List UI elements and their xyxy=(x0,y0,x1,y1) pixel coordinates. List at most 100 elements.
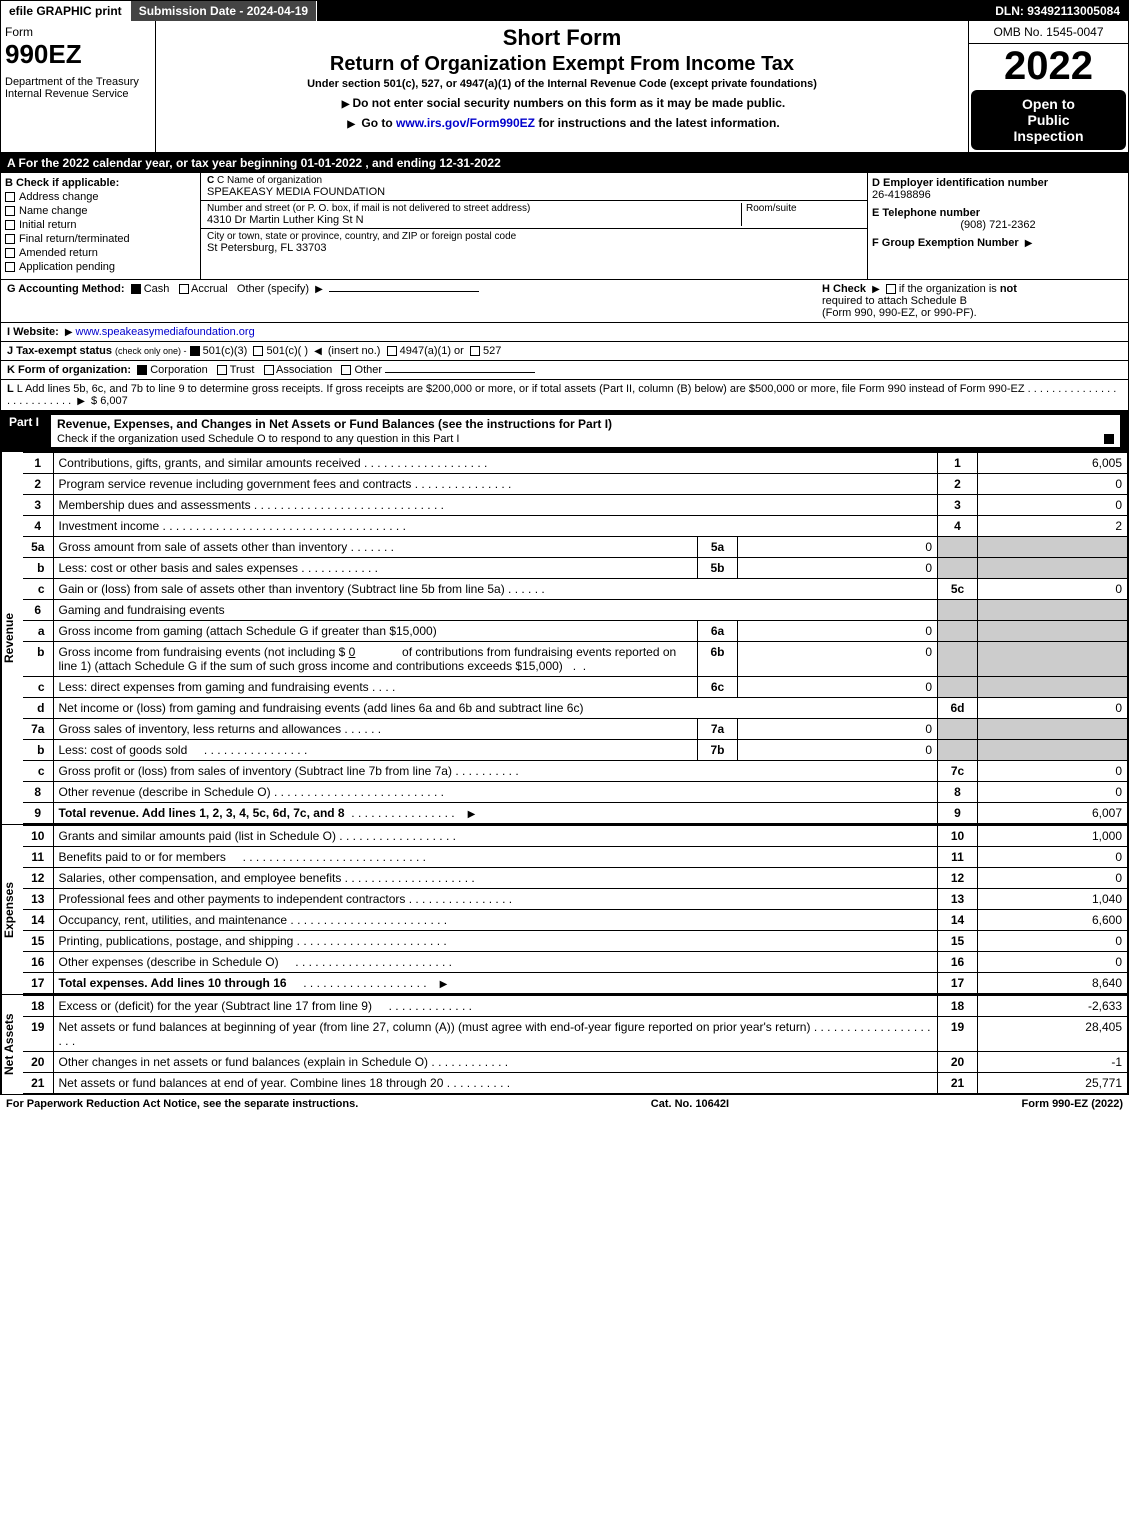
check-4947-icon xyxy=(387,346,397,356)
col-d: D Employer identification number 26-4198… xyxy=(868,173,1128,279)
line-14-value: 6,600 xyxy=(978,910,1128,931)
header-center: Short Form Return of Organization Exempt… xyxy=(156,21,968,152)
form-id-box: Form 990EZ Department of the Treasury In… xyxy=(1,21,156,152)
line-6b-value: 0 xyxy=(738,642,938,677)
check-pending[interactable]: Application pending xyxy=(5,261,196,273)
expenses-table: Expenses 10Grants and similar amounts pa… xyxy=(1,824,1128,994)
check-corp-icon xyxy=(137,365,147,375)
line-4-value: 2 xyxy=(978,516,1128,537)
info-block: B Check if applicable: Address change Na… xyxy=(1,173,1128,280)
side-expenses: Expenses xyxy=(1,825,23,994)
col-b: B Check if applicable: Address change Na… xyxy=(1,173,201,279)
ein-label: D Employer identification number xyxy=(872,177,1124,189)
check-501c-icon xyxy=(253,346,263,356)
row-h: H Check if the organization is not requi… xyxy=(822,283,1122,319)
header: Form 990EZ Department of the Treasury In… xyxy=(1,21,1128,153)
line-15-value: 0 xyxy=(978,931,1128,952)
footer-cat: Cat. No. 10642I xyxy=(651,1098,729,1110)
check-h-icon[interactable] xyxy=(886,284,896,294)
gross-receipts: $ 6,007 xyxy=(91,395,128,407)
org-address: 4310 Dr Martin Luther King St N xyxy=(207,214,741,226)
line-7b-value: 0 xyxy=(738,740,938,761)
line-5b-value: 0 xyxy=(738,558,938,579)
efile-label[interactable]: efile GRAPHIC print xyxy=(1,1,131,21)
check-final-return[interactable]: Final return/terminated xyxy=(5,233,196,245)
tel-label: E Telephone number xyxy=(872,207,1124,219)
col-b-header: B Check if applicable: xyxy=(5,177,196,189)
line-13-value: 1,040 xyxy=(978,889,1128,910)
row-l: L L Add lines 5b, 6c, and 7b to line 9 t… xyxy=(1,380,1128,411)
irs-link[interactable]: www.irs.gov/Form990EZ xyxy=(396,116,535,130)
line-20-value: -1 xyxy=(978,1052,1128,1073)
line-6c-value: 0 xyxy=(738,677,938,698)
line-7a-value: 0 xyxy=(738,719,938,740)
line-16-value: 0 xyxy=(978,952,1128,973)
page-footer: For Paperwork Reduction Act Notice, see … xyxy=(0,1095,1129,1113)
row-g: G Accounting Method: Cash Accrual Other … xyxy=(7,283,822,319)
tel-value: (908) 721-2362 xyxy=(872,219,1124,231)
ein-value: 26-4198896 xyxy=(872,189,1124,201)
addr-label: Number and street (or P. O. box, if mail… xyxy=(207,203,741,214)
check-501c3-icon xyxy=(190,346,200,356)
line-6a-value: 0 xyxy=(738,621,938,642)
revenue-table: Revenue 1Contributions, gifts, grants, a… xyxy=(1,451,1128,824)
section-a: A For the 2022 calendar year, or tax yea… xyxy=(1,153,1128,173)
dept-line-2: Internal Revenue Service xyxy=(5,88,151,100)
line-18-value: -2,633 xyxy=(978,996,1128,1017)
check-other-icon xyxy=(341,365,351,375)
line-6d-value: 0 xyxy=(978,698,1128,719)
note-link: Go to www.irs.gov/Form990EZ for instruct… xyxy=(164,116,960,130)
line-7c-value: 0 xyxy=(978,761,1128,782)
check-assoc-icon xyxy=(264,365,274,375)
form-word: Form xyxy=(5,25,151,39)
form-number: 990EZ xyxy=(5,39,151,70)
side-net-assets: Net Assets xyxy=(1,995,23,1094)
note-ssn: Do not enter social security numbers on … xyxy=(164,96,960,110)
line-2-value: 0 xyxy=(978,474,1128,495)
net-assets-table: Net Assets 18Excess or (deficit) for the… xyxy=(1,994,1128,1094)
row-k: K Form of organization: Corporation Trus… xyxy=(1,361,1128,380)
check-trust-icon xyxy=(217,365,227,375)
form-container: efile GRAPHIC print Submission Date - 20… xyxy=(0,0,1129,1095)
subtitle: Under section 501(c), 527, or 4947(a)(1)… xyxy=(164,78,960,90)
line-17-value: 8,640 xyxy=(978,973,1128,994)
col-c: C C Name of organization SPEAKEASY MEDIA… xyxy=(201,173,868,279)
line-12-value: 0 xyxy=(978,868,1128,889)
submission-date: Submission Date - 2024-04-19 xyxy=(131,1,317,21)
room-label: Room/suite xyxy=(746,203,861,214)
misc-rows: G Accounting Method: Cash Accrual Other … xyxy=(1,280,1128,411)
check-amended[interactable]: Amended return xyxy=(5,247,196,259)
dept-line-1: Department of the Treasury xyxy=(5,76,151,88)
check-cash-icon xyxy=(131,284,141,294)
line-5c-value: 0 xyxy=(978,579,1128,600)
line-1-value: 6,005 xyxy=(978,453,1128,474)
line-9-value: 6,007 xyxy=(978,803,1128,824)
open-to-public: Open to Public Inspection xyxy=(971,90,1126,150)
city-label: City or town, state or province, country… xyxy=(207,231,861,242)
top-bar: efile GRAPHIC print Submission Date - 20… xyxy=(1,1,1128,21)
footer-right: Form 990-EZ (2022) xyxy=(1022,1098,1124,1110)
check-527-icon xyxy=(470,346,480,356)
side-revenue: Revenue xyxy=(1,452,23,824)
group-label: F Group Exemption Number xyxy=(872,237,1019,249)
title-return: Return of Organization Exempt From Incom… xyxy=(164,53,960,76)
check-address-change[interactable]: Address change xyxy=(5,191,196,203)
check-name-change[interactable]: Name change xyxy=(5,205,196,217)
website-link[interactable]: www.speakeasymediafoundation.org xyxy=(76,326,255,338)
check-initial-return[interactable]: Initial return xyxy=(5,219,196,231)
check-accrual-icon xyxy=(179,284,189,294)
omb-number: OMB No. 1545-0047 xyxy=(969,21,1128,44)
dln-label: DLN: 93492113005084 xyxy=(987,1,1128,21)
line-3-value: 0 xyxy=(978,495,1128,516)
line-5a-value: 0 xyxy=(738,537,938,558)
org-city: St Petersburg, FL 33703 xyxy=(207,242,861,254)
footer-left: For Paperwork Reduction Act Notice, see … xyxy=(6,1098,358,1110)
title-short-form: Short Form xyxy=(164,25,960,51)
row-i: I Website: www.speakeasymediafoundation.… xyxy=(1,323,1128,342)
header-right: OMB No. 1545-0047 2022 Open to Public In… xyxy=(968,21,1128,152)
check-part1-icon xyxy=(1104,434,1114,444)
line-8-value: 0 xyxy=(978,782,1128,803)
tax-year: 2022 xyxy=(969,44,1128,88)
name-label: C C Name of organization xyxy=(207,175,861,186)
line-19-value: 28,405 xyxy=(978,1017,1128,1052)
